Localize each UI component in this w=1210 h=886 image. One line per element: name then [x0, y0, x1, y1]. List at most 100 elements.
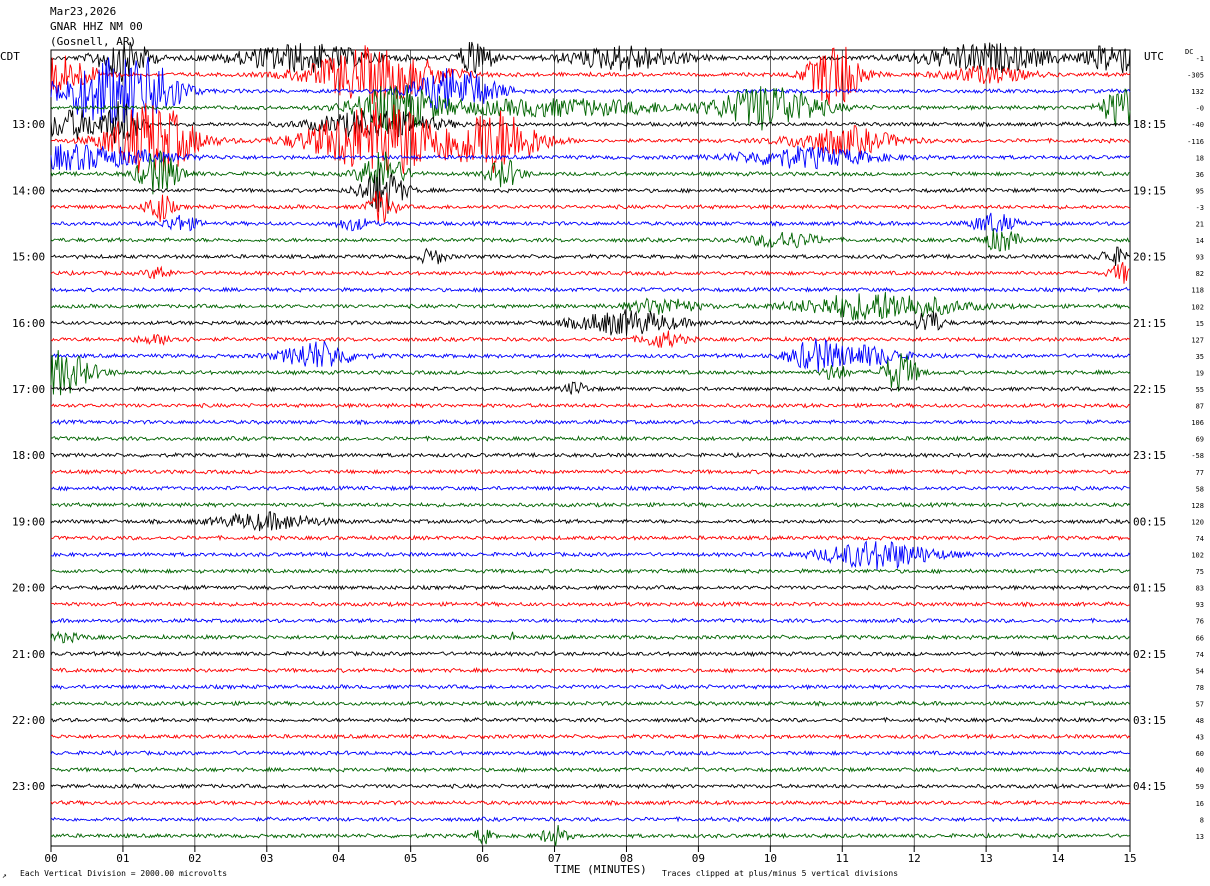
axis-labels: -1-305132-0-40-116183695-321149382118102… [12, 55, 1204, 865]
trace-row [50, 41, 1131, 82]
cdt-hour-label: 13:00 [12, 118, 45, 131]
dc-offset-label: -58 [1191, 452, 1204, 460]
dc-offset-label: 87 [1196, 403, 1204, 411]
utc-hour-label: 00:15 [1133, 515, 1166, 528]
trace-row [50, 534, 1131, 542]
trace-row [50, 212, 1131, 234]
dc-offset-label: 54 [1196, 667, 1204, 675]
x-tick-label: 12 [908, 852, 921, 865]
x-tick-label: 04 [332, 852, 346, 865]
cdt-hour-label: 14:00 [12, 184, 45, 197]
trace-row [50, 168, 1131, 214]
x-tick-label: 15 [1123, 852, 1136, 865]
utc-hour-label: 20:15 [1133, 251, 1166, 264]
dc-offset-label: 48 [1196, 717, 1204, 725]
trace-row [50, 228, 1131, 252]
dc-offset-label: 36 [1196, 171, 1204, 179]
seismic-traces [50, 41, 1131, 847]
dc-offset-label: 59 [1196, 783, 1204, 791]
trace-row [50, 150, 1131, 195]
trace-row [50, 191, 1131, 224]
utc-hour-label: 21:15 [1133, 317, 1166, 330]
trace-row [50, 402, 1131, 409]
dc-offset-label: 77 [1196, 469, 1204, 477]
clip-note: Traces clipped at plus/minus 5 vertical … [662, 869, 899, 878]
cdt-hour-label: 21:00 [12, 648, 45, 661]
trace-row [50, 824, 1131, 847]
dc-offset-label: 21 [1196, 221, 1204, 229]
utc-hour-label: 01:15 [1133, 582, 1166, 595]
dc-offset-label: 106 [1191, 419, 1204, 427]
dc-offset-label: 69 [1196, 436, 1204, 444]
trace-row [50, 716, 1131, 724]
dc-offset-label: 19 [1196, 369, 1204, 377]
trace-row [50, 567, 1131, 575]
x-tick-label: 03 [260, 852, 273, 865]
cdt-hour-label: 19:00 [12, 515, 45, 528]
x-tick-label: 14 [1051, 852, 1065, 865]
dc-offset-label: 95 [1196, 187, 1204, 195]
trace-row [50, 102, 1131, 174]
trace-row [50, 766, 1131, 773]
utc-hour-label: 02:15 [1133, 648, 1166, 661]
trace-row [50, 600, 1131, 608]
x-tick-label: 10 [764, 852, 777, 865]
dc-offset-label: 60 [1196, 750, 1204, 758]
dc-offset-label: 35 [1196, 353, 1204, 361]
utc-hour-label: 22:15 [1133, 383, 1166, 396]
trace-row [50, 101, 1131, 144]
date-label: Mar23,2026 [50, 5, 117, 18]
trace-row [50, 435, 1131, 442]
trace-row [50, 468, 1131, 475]
trace-row [50, 799, 1131, 807]
x-tick-label: 05 [404, 852, 417, 865]
x-tick-label: 00 [44, 852, 57, 865]
dc-offset-label: 43 [1196, 734, 1204, 742]
dc-offset-label: 74 [1196, 651, 1204, 659]
dc-offset-label: 16 [1196, 800, 1204, 808]
dc-offset-label: 76 [1196, 618, 1204, 626]
x-tick-label: 11 [836, 852, 849, 865]
trace-row [50, 666, 1131, 674]
trace-row [50, 782, 1131, 790]
trace-row [50, 540, 1131, 571]
trace-row [50, 451, 1131, 459]
dc-column-label: DC [1185, 48, 1194, 56]
x-tick-label: 01 [116, 852, 129, 865]
cdt-hour-label: 17:00 [12, 383, 45, 396]
dc-offset-label: 75 [1196, 568, 1204, 576]
dc-offset-label: 93 [1196, 254, 1204, 262]
trace-row [50, 733, 1131, 740]
trace-row [50, 56, 1131, 125]
utc-hour-label: 19:15 [1133, 184, 1166, 197]
trace-row [50, 381, 1131, 395]
cdt-hour-label: 22:00 [12, 714, 45, 727]
trace-row [50, 683, 1131, 691]
station-label: GNAR HHZ NM 00 [50, 20, 143, 33]
scale-note: Each Vertical Division = 2000.00 microvo… [20, 869, 228, 878]
dc-offset-label: -3 [1196, 204, 1204, 212]
plot-frame [50, 49, 1131, 847]
dc-offset-label: 120 [1191, 518, 1204, 526]
trace-row [50, 246, 1131, 267]
dc-offset-label: 58 [1196, 485, 1204, 493]
utc-hour-label: 04:15 [1133, 780, 1166, 793]
right-timezone-label: UTC [1144, 50, 1164, 63]
dc-offset-label: 74 [1196, 535, 1204, 543]
cdt-hour-label: 23:00 [12, 780, 45, 793]
utc-hour-label: 03:15 [1133, 714, 1166, 727]
dc-offset-label: -0 [1196, 105, 1204, 113]
trace-row [50, 485, 1131, 492]
dc-offset-label: 127 [1191, 336, 1204, 344]
dc-offset-label: 15 [1196, 320, 1204, 328]
trace-row [50, 350, 1131, 396]
x-tick-label: 08 [620, 852, 633, 865]
trace-row [50, 630, 1130, 644]
trace-row [50, 584, 1131, 591]
dc-offset-label: 82 [1196, 270, 1204, 278]
trace-row [50, 143, 1131, 171]
dc-offset-label: 118 [1191, 287, 1204, 295]
dc-offset-label: 102 [1191, 552, 1204, 560]
trace-row [50, 291, 1131, 321]
